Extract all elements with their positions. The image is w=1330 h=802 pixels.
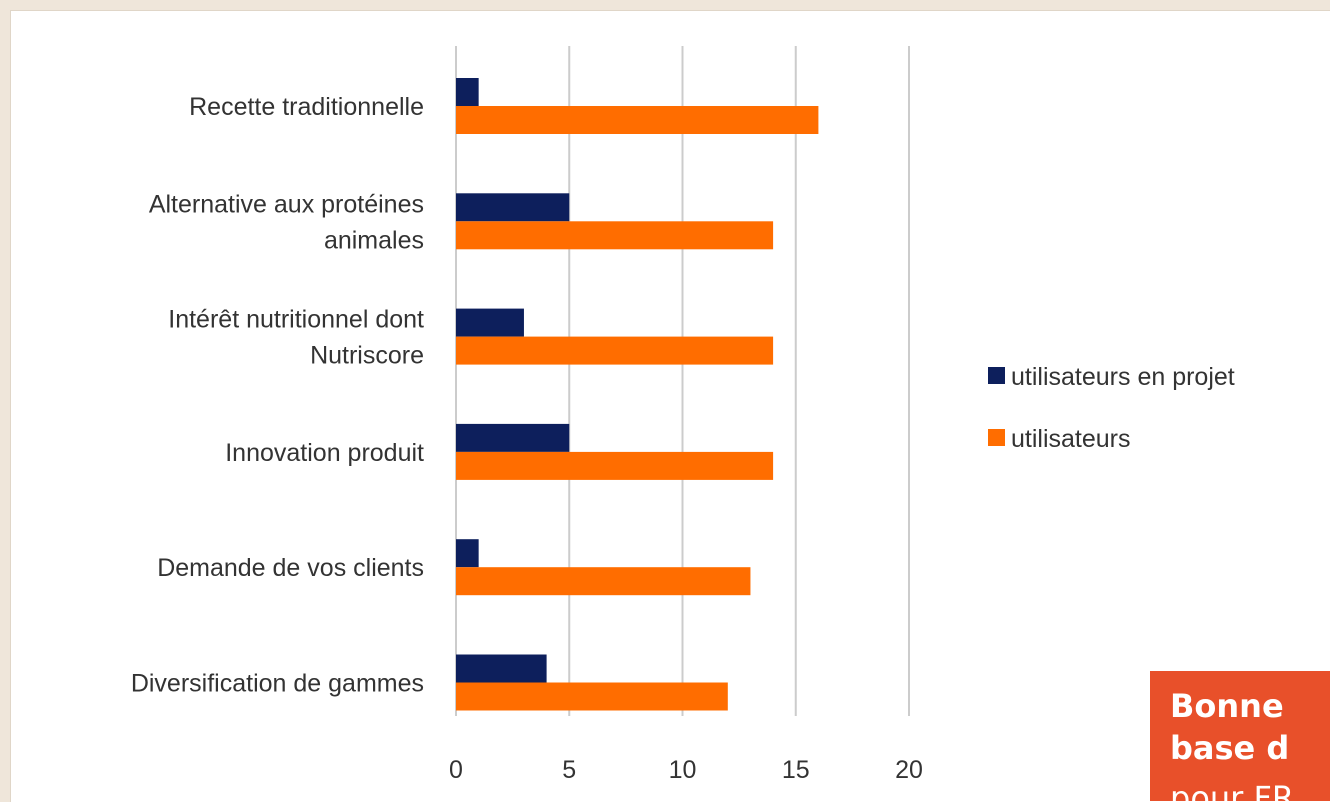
legend-swatch — [988, 429, 1005, 446]
bars — [456, 78, 819, 711]
bar-utilisateurs-en-projet — [456, 193, 570, 222]
category-label: Recette traditionnelle — [189, 93, 424, 121]
category-label: Diversification de gammes — [131, 670, 424, 698]
x-tick-label: 0 — [449, 756, 463, 784]
bar-utilisateurs-en-projet — [456, 654, 547, 683]
bar-utilisateurs — [456, 336, 774, 365]
bar-utilisateurs-en-projet — [456, 308, 524, 337]
chart-panel: Recette traditionnelle Alternative aux pr… — [10, 10, 1330, 802]
legend-swatch — [988, 367, 1005, 384]
category-labels: Recette traditionnelle Alternative aux pr… — [131, 93, 424, 698]
bar-utilisateurs — [456, 106, 819, 134]
x-tick-label: 10 — [669, 756, 697, 784]
bar-utilisateurs-en-projet — [456, 78, 479, 106]
category-label: Nutriscore — [310, 342, 424, 370]
bar-utilisateurs — [456, 221, 774, 250]
legend-label: utilisateurs — [1011, 425, 1131, 453]
grid-lines — [455, 46, 910, 716]
category-label: Intérêt nutritionnel dont — [168, 306, 424, 334]
category-label: Demande de vos clients — [157, 554, 424, 582]
bar-utilisateurs-en-projet — [456, 539, 479, 568]
legend: utilisateurs en projet utilisateurs — [988, 363, 1235, 453]
bar-utilisateurs-en-projet — [456, 423, 570, 452]
x-axis-ticks: 0 5 10 15 20 — [449, 756, 923, 784]
callout-line-2: base d — [1170, 729, 1290, 767]
callout-line-1: Bonne — [1170, 687, 1284, 725]
bar-utilisateurs — [456, 682, 728, 711]
callout-box: Bonne base d pour FR — [1150, 671, 1330, 801]
category-label: Alternative aux protéines — [149, 190, 424, 218]
x-tick-label: 15 — [782, 756, 810, 784]
x-tick-label: 20 — [895, 756, 923, 784]
category-label: Innovation produit — [225, 439, 424, 467]
bar-chart: Recette traditionnelle Alternative aux pr… — [131, 46, 1235, 784]
bar-utilisateurs — [456, 567, 751, 596]
x-tick-label: 5 — [562, 756, 576, 784]
legend-label: utilisateurs en projet — [1011, 363, 1235, 391]
category-label: animales — [324, 226, 424, 254]
callout-line-3: pour FR — [1170, 779, 1295, 801]
bar-utilisateurs — [456, 451, 774, 480]
